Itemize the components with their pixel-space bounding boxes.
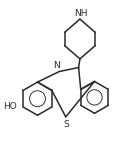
Text: HO: HO — [3, 103, 17, 112]
Text: S: S — [64, 120, 69, 129]
Text: N: N — [53, 60, 59, 69]
Text: NH: NH — [74, 8, 87, 17]
